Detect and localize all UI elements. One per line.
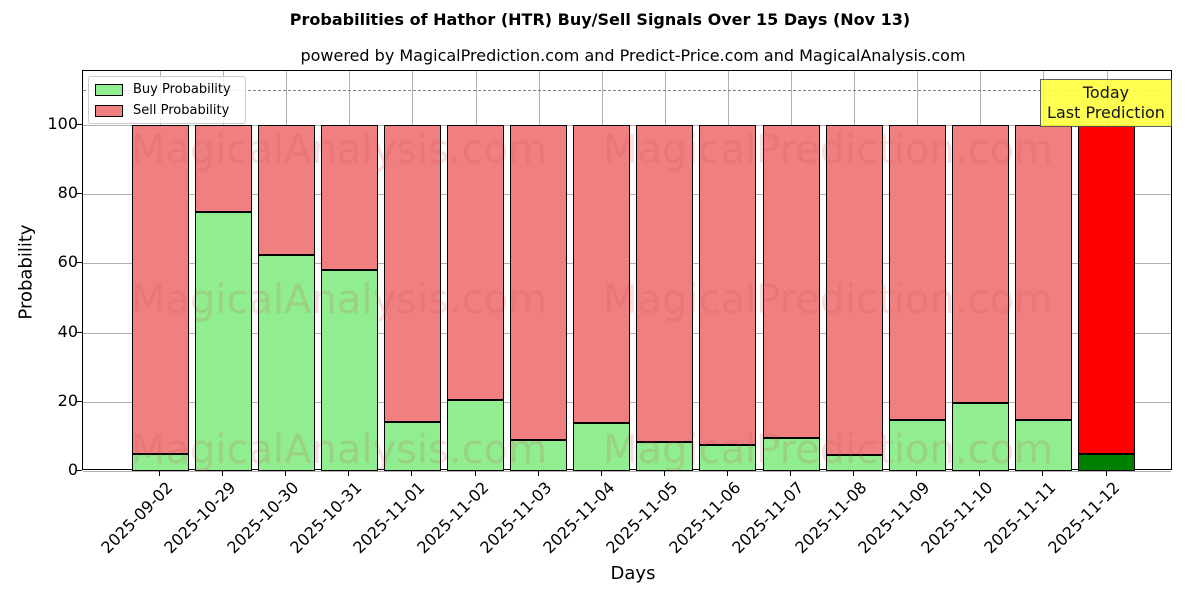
bar-buy <box>699 445 757 471</box>
y-tick-label: 60 <box>57 252 78 272</box>
bar-buy <box>194 211 252 471</box>
x-tick-mark <box>600 470 602 476</box>
x-tick-mark <box>726 470 728 476</box>
x-tick-mark <box>348 470 350 476</box>
x-tick-mark <box>979 470 981 476</box>
reference-line <box>83 90 1171 92</box>
x-tick-mark <box>222 470 224 476</box>
y-tick-label: 20 <box>57 390 78 410</box>
bar-buy <box>320 269 378 471</box>
sell-swatch-icon <box>95 104 123 117</box>
bar-buy <box>636 441 694 471</box>
x-tick-mark <box>790 470 791 476</box>
bar-sell <box>131 125 189 455</box>
bar-sell <box>951 125 1009 403</box>
bar-sell <box>510 125 568 440</box>
y-tick-mark <box>76 124 82 125</box>
bar-sell <box>699 125 757 446</box>
y-tick-mark <box>76 262 82 264</box>
x-tick-mark <box>159 470 160 476</box>
y-axis-title: Probability <box>15 224 37 320</box>
x-tick-mark <box>285 470 287 476</box>
bar-sell <box>636 125 694 442</box>
x-tick-mark <box>537 470 539 476</box>
y-tick-mark <box>76 400 82 402</box>
x-tick-mark <box>1105 470 1107 476</box>
bar-sell <box>257 125 315 256</box>
bar-sell <box>573 125 631 423</box>
x-tick-mark <box>853 470 855 476</box>
plot-area: MagicalAnalysis.comMagicalPrediction.com… <box>82 70 1172 473</box>
bar-buy <box>1078 454 1135 471</box>
bar-buy <box>1014 420 1072 471</box>
gridline-h <box>83 471 1171 472</box>
y-tick-mark <box>76 193 82 195</box>
bar-sell <box>1014 125 1072 421</box>
y-tick-label: 100 <box>47 114 78 133</box>
y-tick-label: 40 <box>57 321 78 341</box>
bar-buy <box>951 402 1009 471</box>
chart-subtitle: powered by MagicalPrediction.com and Pre… <box>300 46 966 65</box>
bar-sell <box>383 125 441 422</box>
legend-item-sell: Sell Probability <box>95 103 229 118</box>
chart-title: Probabilities of Hathor (HTR) Buy/Sell S… <box>289 10 911 29</box>
legend-item-buy: Buy Probability <box>95 82 231 97</box>
bar-sell <box>888 125 946 421</box>
bar-sell <box>762 125 820 439</box>
annotation-line-2: Last Prediction <box>1047 103 1165 122</box>
today-annotation: Today Last Prediction <box>1040 79 1172 127</box>
bar-sell <box>194 125 252 212</box>
annotation-line-1: Today <box>1082 83 1130 102</box>
x-axis-title: Days <box>610 563 656 584</box>
legend: Buy Probability Sell Probability <box>88 76 246 124</box>
bar-buy <box>888 420 946 471</box>
y-tick-label: 80 <box>57 183 78 203</box>
x-tick-mark <box>1042 470 1044 476</box>
x-tick-mark <box>663 470 665 476</box>
bar-buy <box>131 454 189 471</box>
bar-sell <box>320 125 378 270</box>
bar-sell <box>825 125 883 456</box>
x-tick-mark <box>474 470 476 476</box>
bar-buy <box>510 439 568 471</box>
bar-sell <box>447 125 504 401</box>
x-tick-mark <box>916 470 918 476</box>
legend-label-sell: Sell Probability <box>133 103 230 118</box>
x-tick-mark <box>411 470 413 476</box>
legend-label-buy: Buy Probability <box>133 82 231 97</box>
y-tick-mark <box>76 331 82 333</box>
y-tick-mark <box>76 470 82 471</box>
bar-sell <box>1078 125 1135 455</box>
bar-buy <box>383 421 441 471</box>
buy-swatch-icon <box>95 83 123 96</box>
bar-buy <box>573 422 631 471</box>
bar-buy <box>447 400 504 471</box>
bar-buy <box>825 455 883 471</box>
y-tick-label: 0 <box>67 460 78 479</box>
bar-buy <box>257 255 315 471</box>
bar-buy <box>762 438 820 471</box>
